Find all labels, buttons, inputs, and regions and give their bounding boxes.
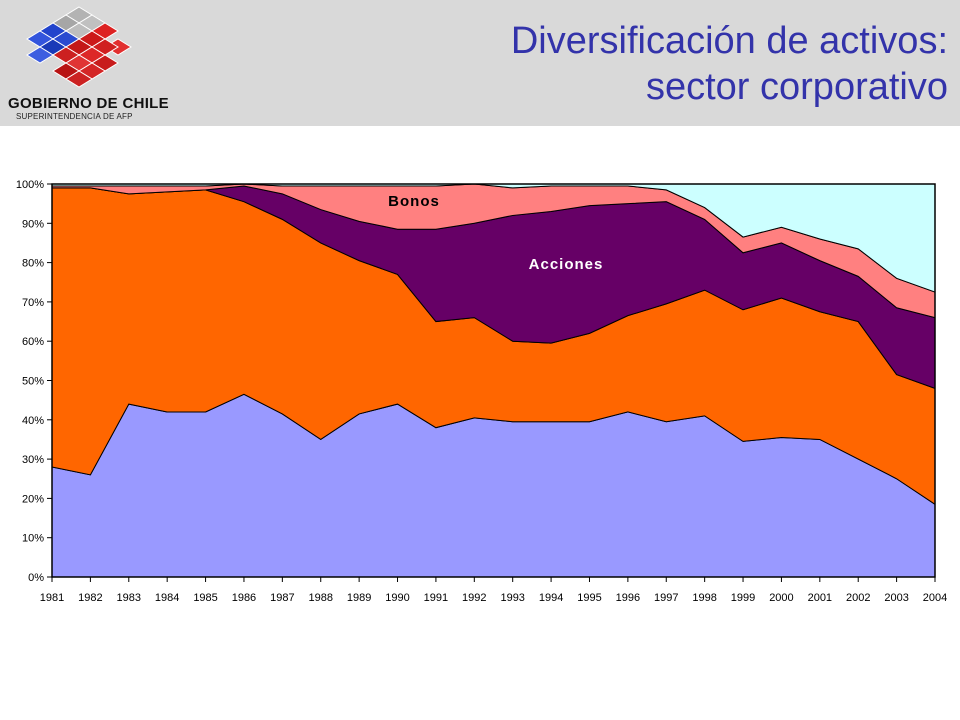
gobierno-chile-logo [26,6,132,88]
x-tick-label: 1996 [616,592,640,604]
y-tick-label: 10% [22,533,44,545]
y-tick-label: 40% [22,415,44,427]
x-tick-label: 1992 [462,592,486,604]
x-tick-label: 1981 [40,592,64,604]
x-tick-label: 1985 [193,592,217,604]
x-tick-label: 1990 [385,592,409,604]
x-tick-label: 1994 [539,592,563,604]
x-tick-label: 1983 [117,592,141,604]
x-tick-label: 1993 [500,592,524,604]
slide-header: GOBIERNO DE CHILE SUPERINTENDENCIA DE AF… [0,0,960,126]
x-tick-label: 1999 [731,592,755,604]
x-tick-label: 1998 [692,592,716,604]
chart-labels: Bonos Acciones [388,193,604,273]
chart-axes: 0% 10% 20% 30% 40% 50% 60% 70% 80% 90% 100% 1981 198… [16,179,947,604]
x-tick-label: 1986 [232,592,256,604]
logo-title: GOBIERNO DE CHILE [8,95,169,112]
x-tick-label: 1991 [424,592,448,604]
y-tick-label: 20% [22,493,44,505]
x-tick-label: 1997 [654,592,678,604]
y-tick-label: 70% [22,297,44,309]
bonos-area-label: Bonos [388,193,440,210]
logo-subtitle: SUPERINTENDENCIA DE AFP [16,112,133,121]
slide-title: Diversificación de activos: sector corpo… [511,18,948,110]
x-tick-label: 1987 [270,592,294,604]
chart-areas [51,183,936,578]
y-tick-label: 80% [22,258,44,270]
y-tick-label: 100% [16,179,44,191]
y-tick-label: 0% [28,572,44,584]
slide-title-line-2: sector corporativo [645,66,948,108]
x-tick-label: 1988 [308,592,332,604]
y-tick-label: 90% [22,218,44,230]
y-tick-label: 60% [22,336,44,348]
x-tick-label: 2002 [846,592,870,604]
slide-title-line-1: Diversificación de activos: [510,20,948,62]
y-tick-label: 30% [22,454,44,466]
x-tick-label: 1989 [347,592,371,604]
logo-cubes [26,6,132,88]
x-tick-label: 1982 [78,592,102,604]
y-tick-label: 50% [22,376,44,388]
stacked-area-chart: 0% 10% 20% 30% 40% 50% 60% 70% 80% 90% 100% 1981 198… [16,179,947,604]
acciones-area-label: Acciones [529,256,604,273]
x-tick-label: 2000 [769,592,793,604]
x-tick-label: 1995 [577,592,601,604]
x-tick-label: 1984 [155,592,179,604]
x-tick-label: 2001 [808,592,832,604]
x-tick-label: 2004 [923,592,947,604]
x-tick-label: 2003 [884,592,908,604]
